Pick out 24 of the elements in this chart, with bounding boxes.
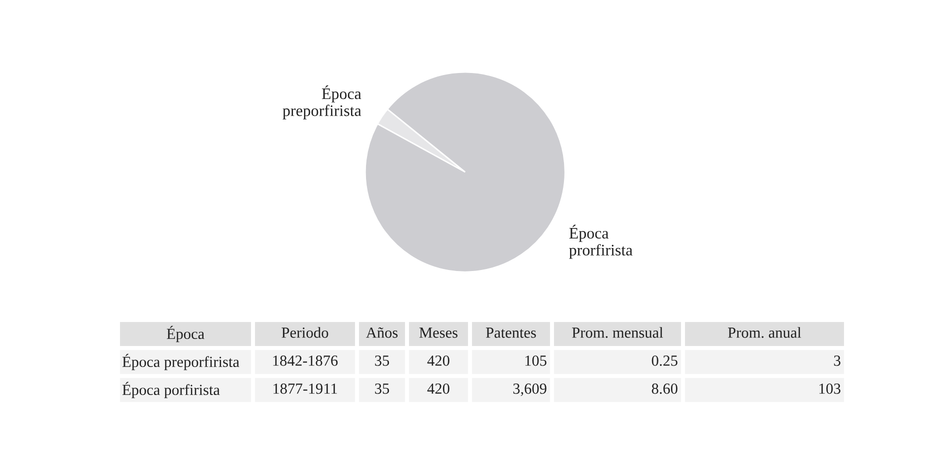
text: 105 (525, 356, 546, 366)
text: Meses (419, 328, 458, 338)
text: Prom. mensual (572, 327, 664, 338)
text: 420 (427, 356, 450, 366)
text: 103 (819, 384, 840, 394)
text: 8.60 (652, 384, 678, 394)
text: 35 (375, 384, 390, 394)
text: Periodo (282, 327, 328, 338)
text: 420 (427, 384, 450, 394)
text: 1877-1911 (274, 384, 337, 394)
text: 1842-1876 (273, 356, 338, 366)
slice-label: Época preporfirista (282, 85, 362, 120)
text: 35 (375, 356, 390, 366)
text: Época (166, 326, 204, 342)
text: 3 (834, 356, 840, 366)
slice-label: Época prorfirista (569, 224, 633, 259)
text: Prom. anual (728, 327, 802, 338)
text: Época porfirista (122, 382, 220, 398)
text: Años (366, 327, 398, 338)
text: 0.25 (652, 356, 678, 366)
text: Patentes (486, 328, 536, 338)
pie-slice (364, 71, 566, 273)
text: Época preporfirista (122, 354, 240, 370)
text: 3,609 (513, 384, 546, 396)
